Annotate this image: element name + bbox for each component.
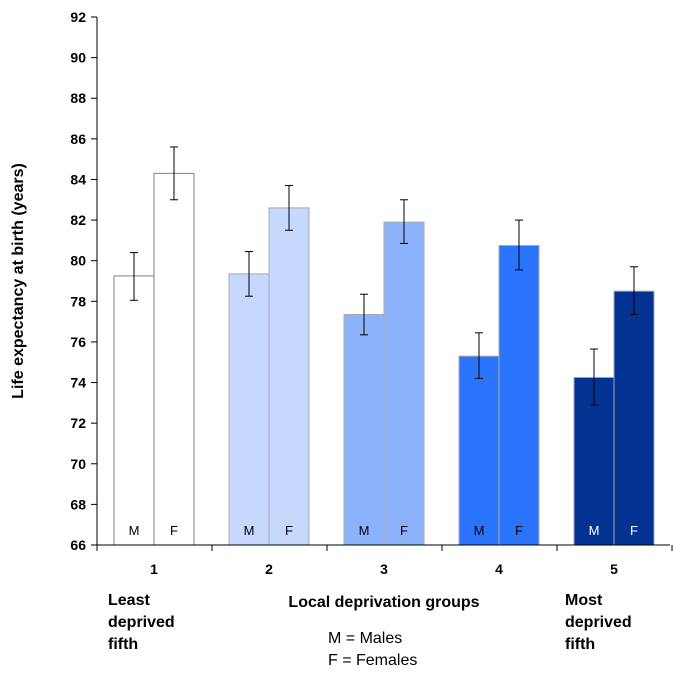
x-category-label: 4 <box>495 561 503 577</box>
most-note-line-3: fifth <box>565 636 596 653</box>
y-axis-title: Life expectancy at birth (years) <box>10 163 27 399</box>
y-tick-label: 86 <box>70 131 86 147</box>
bar-series-letter: M <box>589 523 600 538</box>
y-tick-label: 66 <box>70 537 86 553</box>
bar-series-letter: M <box>359 523 370 538</box>
bar-m-group-2 <box>228 273 270 546</box>
axis-layer <box>96 17 670 546</box>
x-category-label: 1 <box>150 561 158 577</box>
most-note-line-2: deprived <box>565 614 632 631</box>
bar-series-letter: M <box>474 523 485 538</box>
y-tick-label: 70 <box>70 456 86 472</box>
bar-series-letter: F <box>400 523 408 538</box>
x-category-label: 2 <box>265 561 273 577</box>
most-note-line-1: Most <box>565 592 603 609</box>
sex-legend-note: M = Males F = Females <box>328 628 417 672</box>
y-tick-label: 92 <box>70 9 86 25</box>
y-tick-label: 90 <box>70 50 86 66</box>
least-deprived-note: Least deprived fifth <box>108 590 175 656</box>
bar-m-group-3 <box>343 314 385 546</box>
least-note-line-1: Least <box>108 592 150 609</box>
bar-f-group-4 <box>498 244 540 546</box>
bar-series-letter: F <box>630 523 638 538</box>
bar-m-group-4 <box>458 355 500 546</box>
y-tick-label: 82 <box>70 212 86 228</box>
y-tick-label: 68 <box>70 496 86 512</box>
legend-males: M = Males <box>328 630 403 647</box>
least-note-line-3: fifth <box>108 636 139 653</box>
bar-series-letter: F <box>285 523 293 538</box>
legend-females: F = Females <box>328 652 418 669</box>
x-category-label: 3 <box>380 561 388 577</box>
y-tick-label: 76 <box>70 334 86 350</box>
x-axis-title: Local deprivation groups <box>288 594 479 611</box>
bar-m-group-1 <box>113 275 155 546</box>
bar-series-letter: M <box>244 523 255 538</box>
y-tick-label: 80 <box>70 253 86 269</box>
x-category-label: 5 <box>610 561 618 577</box>
y-tick-label: 84 <box>70 171 86 187</box>
y-tick-label: 72 <box>70 415 86 431</box>
bar-f-group-2 <box>268 207 310 546</box>
y-tick-label: 88 <box>70 90 86 106</box>
error-bars-layer <box>130 146 638 406</box>
y-tick-label: 74 <box>70 375 86 391</box>
bar-series-letter: F <box>515 523 523 538</box>
least-note-line-2: deprived <box>108 614 175 631</box>
most-deprived-note: Most deprived fifth <box>565 590 632 656</box>
bar-f-group-5 <box>613 290 655 546</box>
bar-m-group-5 <box>573 376 615 546</box>
y-tick-label: 78 <box>70 293 86 309</box>
bar-f-group-1 <box>153 172 195 546</box>
bar-f-group-3 <box>383 221 425 546</box>
bar-series-letter: F <box>170 523 178 538</box>
bar-series-letter: M <box>129 523 140 538</box>
y-tick-layer: 66 68 70 72 74 76 78 80 82 84 86 88 90 92 1 2 3 4 5 <box>70 9 673 577</box>
